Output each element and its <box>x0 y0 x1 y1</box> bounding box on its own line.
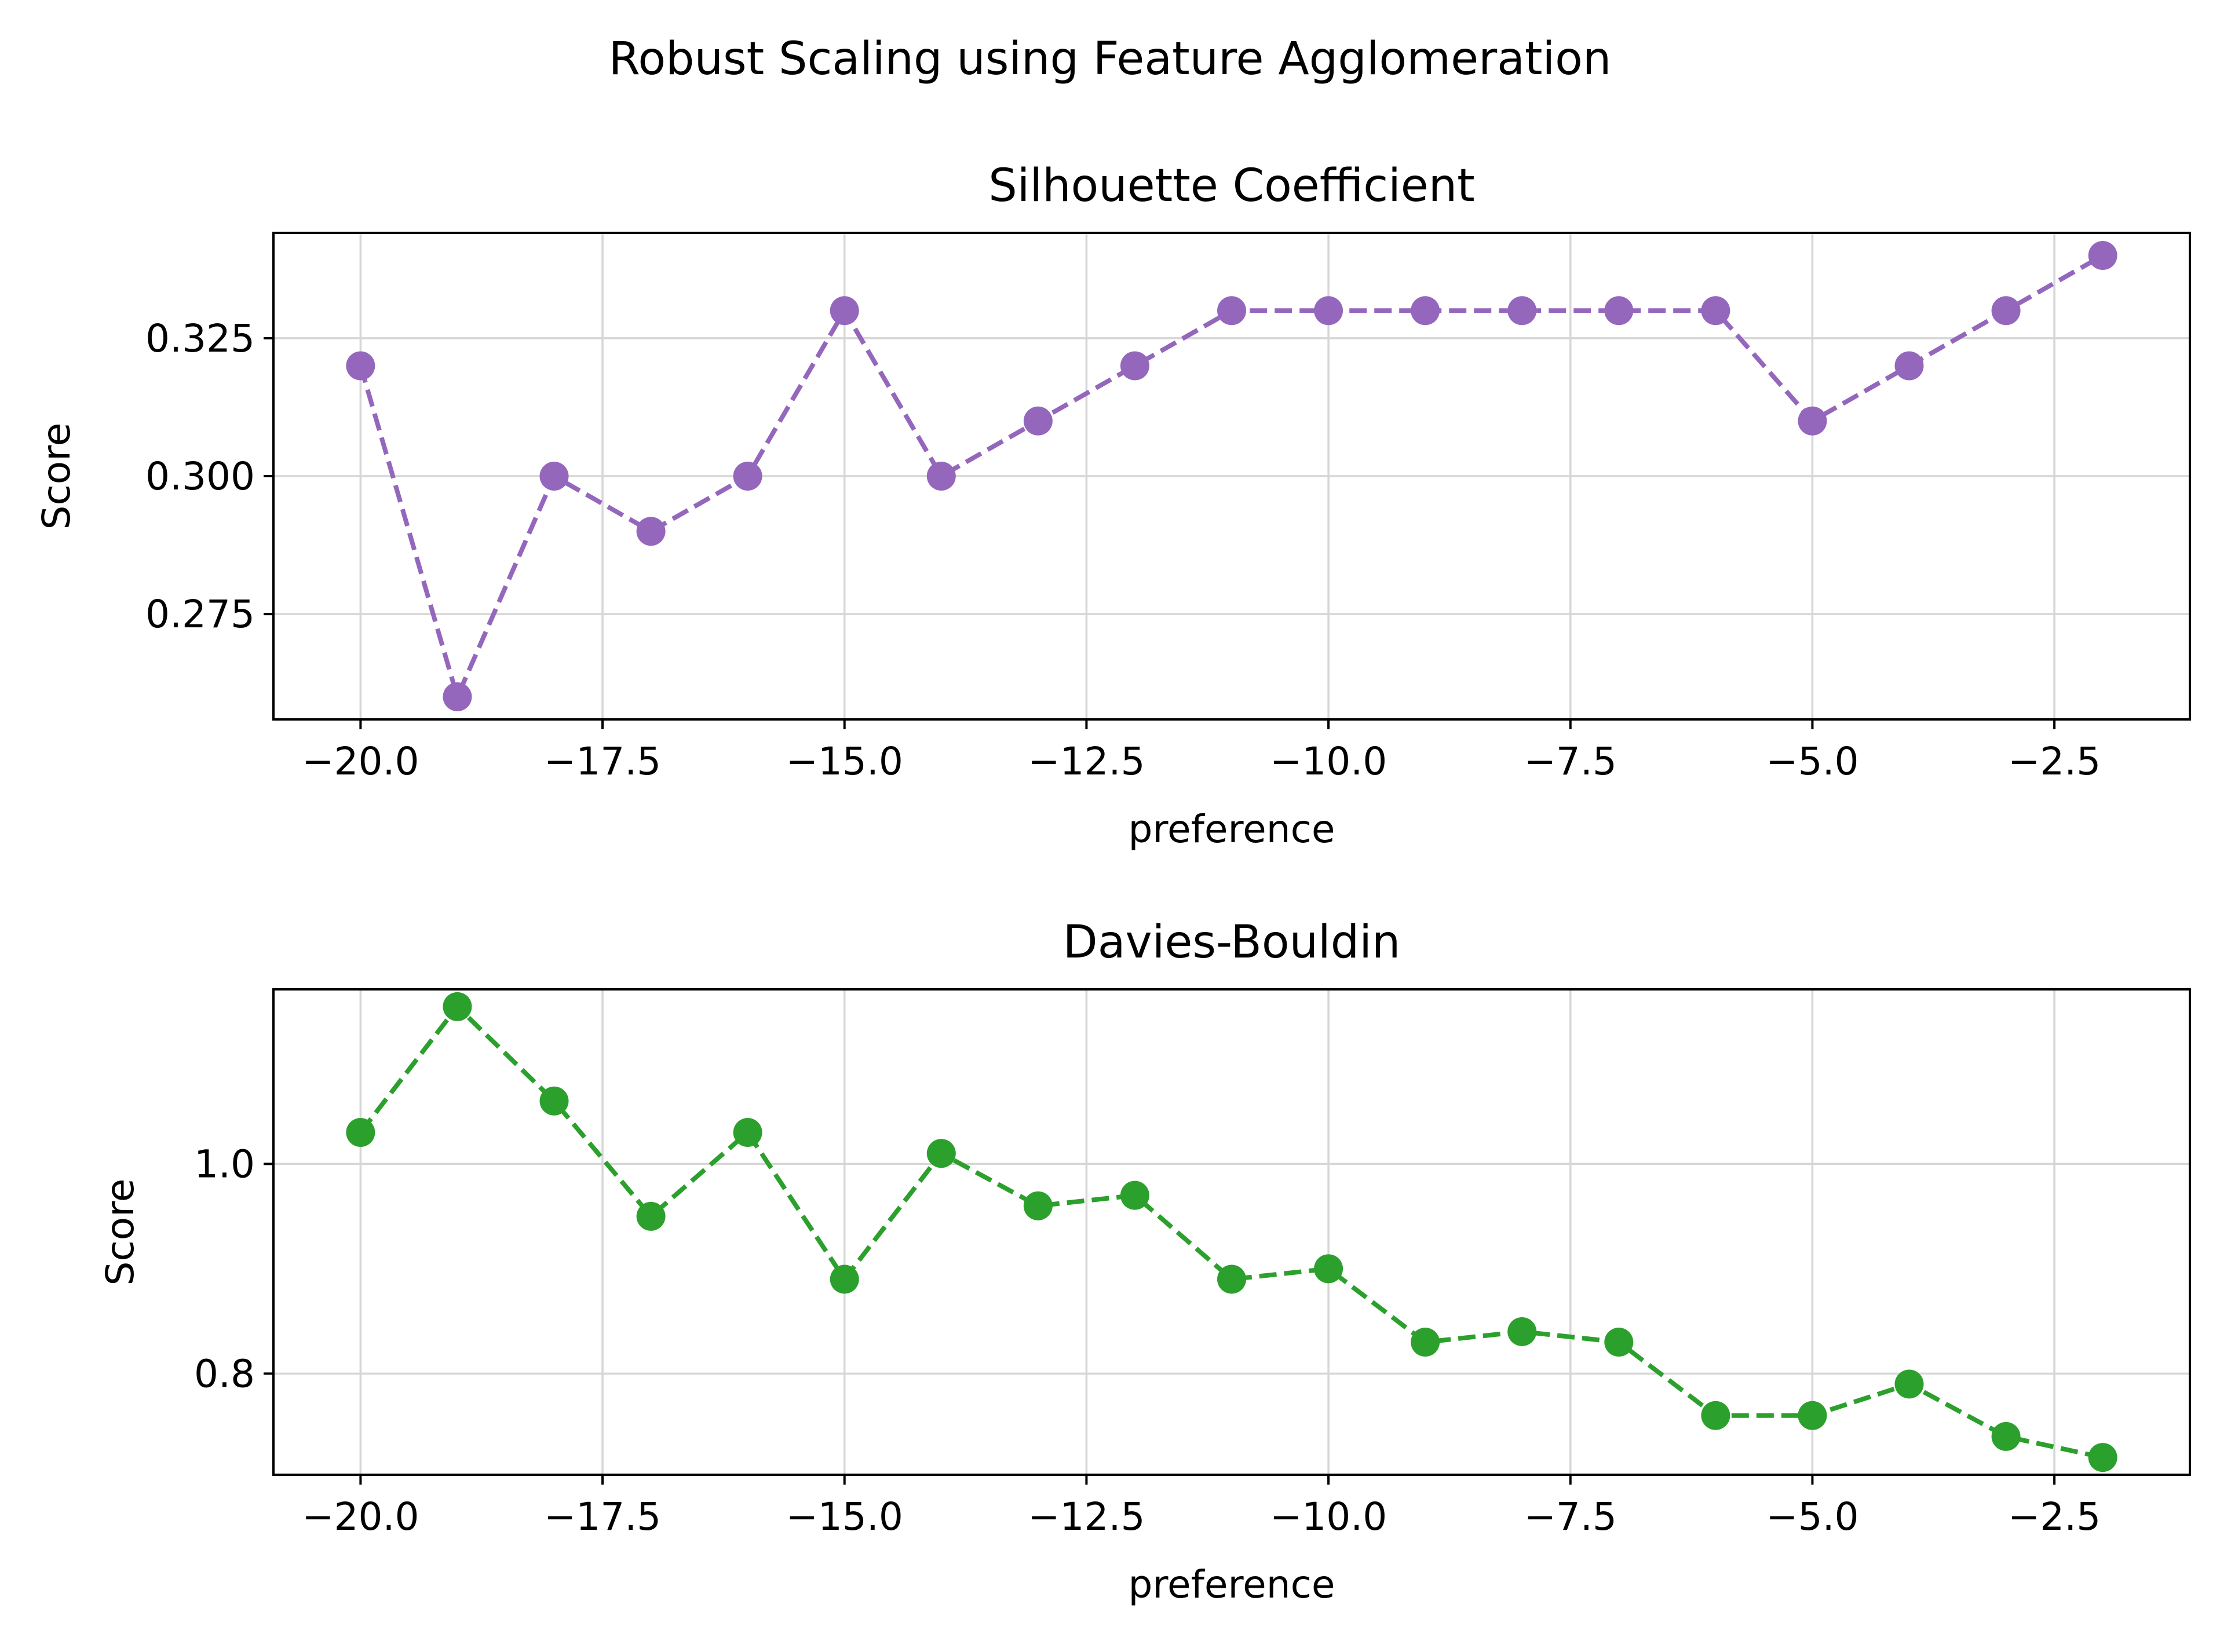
silhouette-x-tick-label: −5.0 <box>1766 739 1858 784</box>
davies-bouldin-y-tick-label: 1.0 <box>194 1142 255 1186</box>
silhouette-x-tick-label: −20.0 <box>302 739 419 784</box>
davies-bouldin-x-tick-label: −7.5 <box>1524 1494 1617 1539</box>
silhouette-axes: −20.0 −17.5 −15.0 −12.5 −10.0 −7.5 −5.0 −2.5 0.2… <box>34 160 2191 851</box>
davies-bouldin-x-tick-label: −2.5 <box>2008 1494 2101 1539</box>
silhouette-x-tick-label: −15.0 <box>786 739 903 784</box>
davies-bouldin-x-tick-label: −12.5 <box>1028 1494 1145 1539</box>
davies-bouldin-axes-frame <box>272 988 2191 1476</box>
silhouette-data-point <box>1701 296 1730 326</box>
silhouette-data-point <box>926 462 956 491</box>
davies-bouldin-plot-area <box>273 989 2190 1475</box>
silhouette-title: Silhouette Coefficient <box>988 160 1475 212</box>
davies-bouldin-data-point <box>1798 1401 1827 1430</box>
silhouette-y-tick-label: 0.275 <box>145 592 255 637</box>
silhouette-data-point <box>1023 406 1053 436</box>
davies-bouldin-data-point <box>1894 1369 1924 1399</box>
silhouette-data-point <box>1314 296 1343 326</box>
davies-bouldin-data-point <box>926 1139 956 1168</box>
silhouette-x-tick-label: −12.5 <box>1028 739 1145 784</box>
silhouette-data-point <box>1120 351 1149 381</box>
silhouette-data-point <box>1894 351 1924 381</box>
davies-bouldin-data-point <box>1411 1328 1440 1357</box>
silhouette-data-point <box>1507 296 1537 326</box>
davies-bouldin-data-point <box>1507 1317 1537 1346</box>
silhouette-x-tick-label: −17.5 <box>544 739 661 784</box>
silhouette-data-point <box>2088 241 2117 271</box>
davies-bouldin-data-point <box>830 1264 859 1294</box>
davies-bouldin-data-point <box>346 1118 375 1147</box>
silhouette-data-point <box>1411 296 1440 326</box>
davies-bouldin-x-tick-label: −10.0 <box>1270 1494 1387 1539</box>
silhouette-data-point <box>830 296 859 326</box>
davies-bouldin-data-point <box>443 992 472 1021</box>
silhouette-x-tick-label: −10.0 <box>1270 739 1387 784</box>
silhouette-data-point <box>443 682 472 711</box>
silhouette-data-point <box>1604 296 1634 326</box>
davies-bouldin-x-tick-label: −20.0 <box>302 1494 419 1539</box>
davies-bouldin-data-point <box>1023 1191 1053 1220</box>
davies-bouldin-y-tick-label: 0.8 <box>194 1351 255 1396</box>
davies-bouldin-data-point <box>1604 1328 1634 1357</box>
silhouette-data-point <box>346 351 375 381</box>
silhouette-x-axis-label: preference <box>1128 807 1335 851</box>
davies-bouldin-title: Davies-Bouldin <box>1063 916 1401 968</box>
silhouette-data-point <box>1217 296 1246 326</box>
silhouette-x-tick-label: −7.5 <box>1524 739 1617 784</box>
davies-bouldin-data-point <box>733 1118 762 1147</box>
davies-bouldin-x-axis-label: preference <box>1128 1562 1335 1607</box>
silhouette-y-tick-label: 0.325 <box>145 316 255 361</box>
silhouette-x-tick-label: −2.5 <box>2008 739 2101 784</box>
davies-bouldin-data-point <box>2088 1443 2117 1472</box>
davies-bouldin-data-point <box>1314 1254 1343 1284</box>
silhouette-y-axis-label: Score <box>34 423 79 530</box>
davies-bouldin-data-point <box>636 1201 666 1231</box>
davies-bouldin-data-point <box>1217 1264 1246 1294</box>
davies-bouldin-data-point <box>539 1086 569 1116</box>
silhouette-data-point <box>733 462 762 491</box>
davies-bouldin-y-axis-label: Score <box>98 1179 143 1286</box>
silhouette-data-point <box>539 462 569 491</box>
davies-bouldin-x-tick-label: −5.0 <box>1766 1494 1858 1539</box>
davies-bouldin-x-tick-label: −17.5 <box>544 1494 661 1539</box>
silhouette-y-tick-label: 0.300 <box>145 454 255 499</box>
davies-bouldin-data-point <box>1120 1180 1149 1210</box>
davies-bouldin-axes: −20.0 −17.5 −15.0 −12.5 −10.0 −7.5 −5.0 −2.5 0.8… <box>98 916 2191 1607</box>
silhouette-data-point <box>636 517 666 546</box>
davies-bouldin-x-tick-label: −15.0 <box>786 1494 903 1539</box>
silhouette-data-point <box>1991 296 2021 326</box>
davies-bouldin-data-point <box>1991 1421 2021 1451</box>
davies-bouldin-data-point <box>1701 1401 1730 1430</box>
silhouette-data-point <box>1798 406 1827 436</box>
figure-suptitle: Robust Scaling using Feature Agglomerati… <box>609 33 1612 85</box>
